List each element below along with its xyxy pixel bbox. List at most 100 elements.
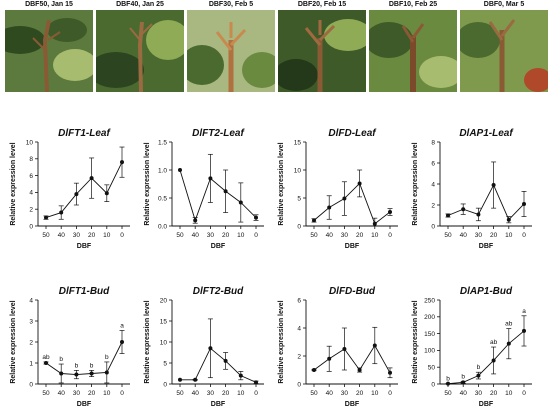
significance-label: a [522,308,526,315]
data-point [372,343,377,348]
x-tick-label: 20 [490,232,498,239]
data-point [491,358,496,363]
y-tick-label: 0 [29,381,33,388]
x-axis-label: DBF [211,243,226,250]
x-tick-label: 20 [88,390,96,397]
x-tick-label: 40 [326,232,334,239]
x-tick-label: 10 [371,390,379,397]
y-axis-label: Relative expression level [144,300,151,383]
series-line [45,161,123,219]
x-tick-label: 40 [58,232,66,239]
data-point [89,176,94,181]
x-tick-label: 0 [388,390,392,397]
data-point [178,168,182,172]
data-point [238,200,243,205]
data-point [74,192,79,197]
chart-panel: DlFT1-Leaf 0 2 4 6 8 10 50 40 30 20 10 0 DBF Relative … [10,128,130,250]
data-point [312,218,316,223]
data-point [193,218,198,223]
photo-label: DBF0, Mar 5 [483,1,525,8]
y-tick-label: 3 [29,318,33,325]
x-tick-label: 50 [310,390,318,397]
photo-label: DBF30, Feb 5 [208,1,254,8]
y-tick-label: 10 [294,167,302,174]
y-tick-label: 0.5 [158,195,167,202]
photo-label: DBF20, Feb 15 [297,1,347,8]
y-axis-label: Relative expression level [412,300,419,383]
data-point [342,196,347,201]
x-axis-label: DBF [77,401,92,408]
x-tick-label: 20 [490,390,498,397]
data-point [178,377,182,382]
x-tick-label: 0 [120,232,124,239]
series-line [45,341,123,376]
data-point [120,160,124,165]
x-axis-label: DBF [211,401,226,408]
x-tick-label: 50 [310,232,318,239]
series-line [447,330,525,385]
x-tick-label: 30 [73,390,81,397]
x-tick-label: 30 [207,390,215,397]
chart-title: DlAP1-Leaf [459,128,514,139]
x-tick-label: 10 [371,232,379,239]
x-tick-label: 30 [341,390,349,397]
y-tick-label: 2 [29,339,33,346]
data-point [223,358,228,363]
x-tick-label: 40 [326,390,334,397]
y-tick-label: 0.0 [158,223,167,230]
x-tick-label: 20 [222,232,230,239]
x-axis-label: DBF [345,243,360,250]
photo-image [5,10,93,92]
data-point [327,356,332,361]
y-tick-label: 2 [431,202,435,209]
y-tick-label: 100 [424,348,435,355]
data-point [44,215,48,220]
data-point [59,371,64,376]
y-tick-label: 15 [294,139,302,146]
significance-label: b [90,362,94,369]
photo-image [278,10,366,92]
photo-dbf30: DBF30, Feb 5 [187,0,275,92]
y-tick-label: 1.0 [158,167,167,174]
data-point [461,207,466,212]
y-tick-label: 0 [431,381,435,388]
data-point [254,215,258,220]
y-axis-label: Relative expression level [278,142,285,225]
x-tick-label: 40 [460,390,468,397]
photo-label: DBF40, Jan 25 [116,1,164,8]
x-axis-label: DBF [479,243,494,250]
data-point [522,328,526,333]
x-tick-label: 30 [341,232,349,239]
x-tick-label: 0 [120,390,124,397]
y-tick-label: 0 [431,223,435,230]
photo-image [460,10,548,92]
series-line [180,347,257,383]
data-point [238,373,243,378]
x-tick-label: 50 [444,232,452,239]
photo-image [369,10,457,92]
x-tick-label: 40 [192,232,200,239]
photo-label: DBF50, Jan 15 [25,1,73,8]
x-tick-label: 10 [237,232,245,239]
photo-dbf50: DBF50, Jan 15 [5,0,93,92]
chart-panel: DlFT1-Bud 0 1 2 3 4 50 40 30 20 10 0 DBF Relative exp… [10,286,130,408]
data-point [312,368,316,372]
data-point [193,377,198,382]
chart-title: DlFD-Leaf [328,128,377,139]
photo-strip: DBF50, Jan 15 DBF40, Jan 25 DBF30, Feb 5 [0,0,550,92]
x-tick-label: 20 [88,232,96,239]
x-tick-label: 20 [222,390,230,397]
y-tick-label: 200 [424,314,435,321]
data-point [74,372,79,377]
y-tick-label: 0 [297,381,301,388]
y-axis-label: Relative expression level [412,142,419,225]
series-line [313,344,391,374]
significance-label: b [446,375,450,382]
x-tick-label: 10 [237,390,245,397]
data-point [506,217,511,222]
significance-label: b [75,362,79,369]
series-line [313,182,391,225]
y-tick-label: 2 [297,353,301,360]
